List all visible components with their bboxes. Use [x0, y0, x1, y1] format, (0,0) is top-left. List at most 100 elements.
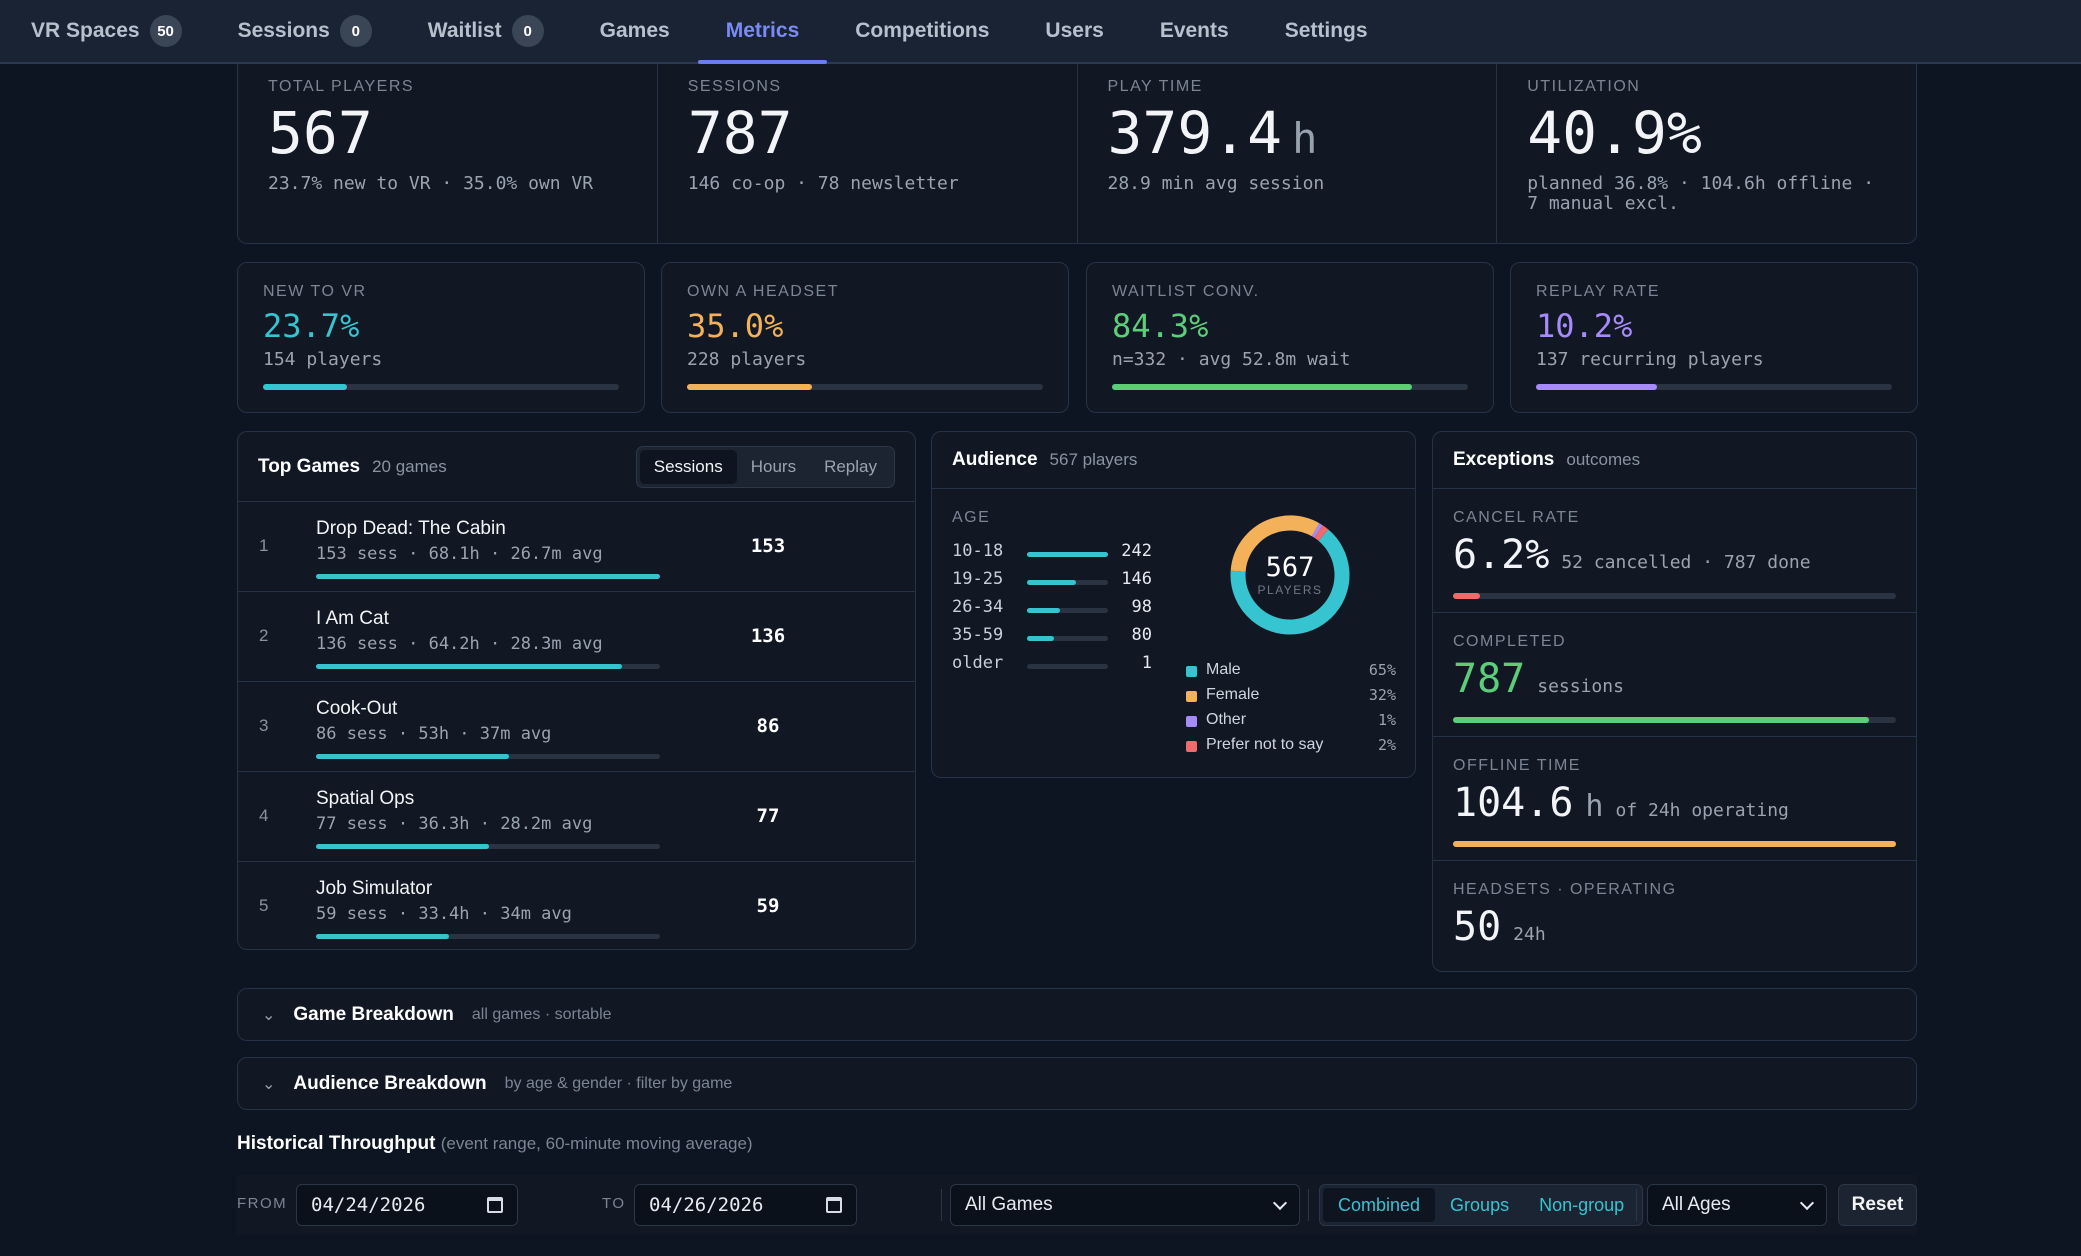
group-mode-combined-button[interactable]: Combined [1323, 1188, 1436, 1222]
age-bar-fill [1027, 580, 1076, 585]
game-name: Cook-Out [316, 698, 398, 719]
audience-breakdown-toggle[interactable]: ⌄ Audience Breakdown by age & gender · f… [237, 1057, 1917, 1110]
tab-metrics[interactable]: Metrics [697, 0, 828, 64]
game-row[interactable]: 3 Cook-Out 86 sess · 53h · 37m avg 86 [238, 682, 915, 772]
age-bar [1027, 664, 1108, 669]
tab-vr-spaces[interactable]: VR Spaces 50 [0, 0, 210, 62]
tab-competitions[interactable]: Competitions [827, 0, 1017, 62]
age-bar-fill [1027, 636, 1054, 641]
tab-sessions[interactable]: Sessions 0 [210, 0, 400, 62]
game-bar-fill [316, 664, 622, 669]
legend-percent: 2% [1377, 736, 1396, 754]
age-bar [1027, 552, 1108, 557]
calendar-icon[interactable] [487, 1197, 503, 1213]
tab-label: Events [1159, 19, 1229, 42]
tab-users[interactable]: Users [1017, 0, 1131, 62]
count-badge: 0 [339, 15, 372, 47]
game-bar-fill [316, 934, 449, 939]
kpi-card: SESSIONS 787 146 co-op · 78 newsletter [658, 64, 1078, 243]
reset-button[interactable]: Reset [1838, 1184, 1917, 1226]
tab-label: Competitions [855, 19, 990, 42]
exception-item: CANCEL RATE 6.2% 52 cancelled · 787 done [1433, 489, 1916, 613]
filter-bar: FROM 04/24/2026 TO 04/26/2026 All Games … [237, 1175, 1917, 1235]
tab-events[interactable]: Events [1132, 0, 1257, 62]
legend-swatch [1186, 741, 1197, 752]
top-games-panel: Top Games 20 games Sessions Hours Replay 1… [237, 431, 916, 950]
age-select-value: All Ages [1662, 1194, 1731, 1215]
game-count: 77 [756, 805, 780, 827]
tab-waitlist[interactable]: Waitlist 0 [400, 0, 572, 62]
game-rank: 4 [259, 806, 269, 825]
game-breakdown-subtitle: all games · sortable [471, 1005, 612, 1023]
exception-label: HEADSETS · OPERATING [1453, 881, 1677, 898]
kpi-value: 379.4 [1107, 99, 1283, 167]
top-games-list: 1 Drop Dead: The Cabin 153 sess · 68.1h · … [238, 502, 915, 949]
exception-label: CANCEL RATE [1453, 509, 1580, 526]
donut-total: 567 [1265, 551, 1315, 583]
exception-value: 50 [1453, 904, 1502, 950]
to-label: TO [602, 1195, 626, 1212]
mode-hours-button[interactable]: Hours [750, 456, 797, 476]
tab-games[interactable]: Games [572, 0, 698, 62]
game-breakdown-toggle[interactable]: ⌄ Game Breakdown all games · sortable [237, 988, 1917, 1041]
audience-breakdown-subtitle: by age & gender · filter by game [504, 1074, 733, 1092]
divider [1308, 1189, 1309, 1221]
kpi-label: UTILIZATION [1527, 78, 1641, 95]
calendar-icon[interactable] [826, 1197, 842, 1213]
mode-sessions-button[interactable]: Sessions [639, 449, 737, 484]
game-meta: 153 sess · 68.1h · 26.7m avg [316, 544, 603, 564]
game-row[interactable]: 2 I Am Cat 136 sess · 64.2h · 28.3m avg 136 [238, 592, 915, 682]
rate-progress-bar [1112, 384, 1468, 390]
rate-value: 10.2% [1536, 307, 1633, 345]
chevron-down-icon: ⌄ [262, 1075, 276, 1093]
exception-item: OFFLINE TIME 104.6 h of 24h operating [1433, 737, 1916, 861]
rate-subtext: 154 players [263, 349, 383, 371]
exception-note: of 24h operating [1615, 800, 1789, 821]
legend-swatch [1186, 691, 1197, 702]
game-row[interactable]: 1 Drop Dead: The Cabin 153 sess · 68.1h · … [238, 502, 915, 592]
tab-settings[interactable]: Settings [1257, 0, 1396, 62]
game-row[interactable]: 5 Job Simulator 59 sess · 33.4h · 34m avg 5… [238, 862, 915, 949]
rate-progress-bar [687, 384, 1043, 390]
age-row: 19-25 146 [952, 569, 1162, 593]
age-count: 98 [1131, 597, 1152, 617]
mode-replay-button[interactable]: Replay [824, 456, 877, 476]
game-select-value: All Games [965, 1194, 1053, 1215]
kpi-label: SESSIONS [687, 78, 782, 95]
age-bar-fill [1027, 552, 1108, 557]
game-meta: 77 sess · 36.3h · 28.2m avg [316, 814, 593, 834]
game-select[interactable]: All Games [950, 1184, 1300, 1226]
game-bar [316, 664, 660, 669]
kpi-value-line: 567 [268, 99, 627, 167]
historical-throughput-heading: Historical Throughput (event range, 60-m… [237, 1133, 753, 1155]
legend-label: Male [1206, 661, 1241, 678]
game-row[interactable]: 4 Spatial Ops 77 sess · 36.3h · 28.2m avg 7… [238, 772, 915, 862]
tab-label: Metrics [725, 19, 800, 42]
top-games-header: Top Games 20 games Sessions Hours Replay [238, 432, 915, 502]
age-range: 35-59 [952, 625, 1004, 645]
group-mode-non-group-button[interactable]: Non-group [1539, 1194, 1625, 1215]
age-select[interactable]: All Ages [1647, 1184, 1827, 1226]
legend-percent: 65% [1368, 661, 1396, 679]
to-date-input[interactable]: 04/26/2026 [634, 1184, 857, 1226]
audience-panel: Audience 567 players AGE 567 PLAYERS 10-… [931, 431, 1416, 778]
age-bar [1027, 608, 1108, 613]
exception-value: 104.6 [1453, 780, 1574, 826]
kpi-value-line: 379.4 h [1107, 99, 1467, 167]
exception-label: OFFLINE TIME [1453, 757, 1581, 774]
exceptions-subtitle: outcomes [1566, 450, 1641, 469]
rate-label: WAITLIST CONV. [1112, 283, 1260, 300]
donut-slice-female [1230, 515, 1350, 635]
legend-swatch [1186, 716, 1197, 727]
kpi-card: PLAY TIME 379.4 h 28.9 min avg session [1078, 64, 1498, 243]
age-heading: AGE [952, 509, 991, 526]
group-mode-groups-button[interactable]: Groups [1450, 1194, 1510, 1215]
chevron-down-icon [1799, 1195, 1815, 1210]
exceptions-panel: Exceptions outcomes CANCEL RATE 6.2% 52 ca… [1432, 431, 1917, 972]
kpi-value: 567 [268, 99, 373, 167]
from-date-input[interactable]: 04/24/2026 [296, 1184, 518, 1226]
game-breakdown-title: Game Breakdown [293, 1003, 454, 1025]
exception-value-line: 104.6 h of 24h operating [1453, 781, 1896, 825]
exception-bar [1453, 841, 1896, 847]
age-range: 19-25 [952, 569, 1004, 589]
